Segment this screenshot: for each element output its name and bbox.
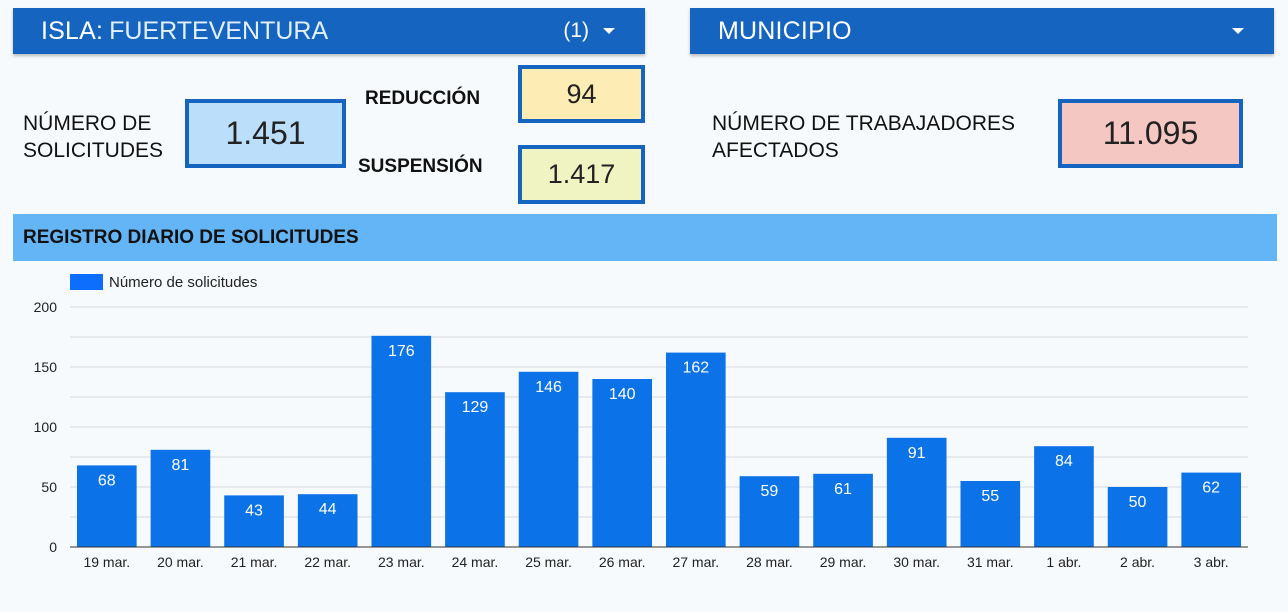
x-tick-label: 27 mar.	[672, 554, 719, 570]
isla-filter-value: FUERTEVENTURA	[109, 16, 329, 45]
solicitudes-value: 1.451	[225, 115, 306, 151]
y-tick-label: 200	[34, 299, 58, 315]
trabajadores-label-line2: AFECTADOS	[712, 139, 839, 162]
municipio-filter-dropdown[interactable]: MUNICIPIO	[690, 8, 1274, 54]
reduccion-value: 94	[566, 78, 597, 109]
bar[interactable]	[371, 335, 432, 547]
isla-filter-count: (1)	[563, 19, 589, 42]
bar[interactable]	[1107, 487, 1168, 547]
bar[interactable]	[150, 449, 211, 547]
bar-value-label: 146	[535, 379, 562, 396]
bar-value-label: 84	[1055, 453, 1073, 470]
solicitudes-label-line2: SOLICITUDES	[23, 139, 164, 162]
bar-value-label: 129	[462, 399, 489, 416]
suspension-label: SUSPENSIÓN	[358, 156, 483, 177]
bar[interactable]	[1034, 446, 1094, 547]
isla-filter-dropdown[interactable]: ISLA: FUERTEVENTURA (1)	[13, 8, 645, 54]
x-tick-label: 23 mar.	[378, 554, 425, 570]
trabajadores-value: 11.095	[1102, 115, 1199, 151]
x-tick-label: 3 abr.	[1194, 554, 1229, 570]
bar[interactable]	[76, 465, 137, 547]
bar-value-label: 61	[834, 481, 852, 498]
trabajadores-label-line1: NÚMERO DE TRABAJADORES	[712, 112, 1015, 135]
y-tick-label: 100	[34, 419, 58, 435]
bar-value-label: 55	[981, 488, 999, 505]
bar[interactable]	[592, 379, 653, 547]
bar[interactable]	[739, 476, 800, 547]
trabajadores-value-box: 11.095	[1058, 99, 1243, 168]
legend-swatch	[70, 274, 103, 290]
y-tick-label: 150	[34, 359, 58, 375]
bar-value-label: 91	[908, 445, 926, 462]
bar[interactable]	[297, 494, 358, 547]
bar[interactable]	[665, 352, 726, 547]
solicitudes-label: NÚMERO DE SOLICITUDES	[23, 110, 163, 164]
x-tick-label: 26 mar.	[599, 554, 646, 570]
x-tick-label: 25 mar.	[525, 554, 572, 570]
y-tick-label: 50	[41, 479, 57, 495]
bar-value-label: 140	[609, 386, 636, 403]
x-tick-label: 22 mar.	[304, 554, 351, 570]
suspension-value: 1.417	[547, 159, 616, 189]
bar[interactable]	[960, 481, 1021, 547]
x-tick-label: 19 mar.	[83, 554, 130, 570]
reduccion-label: REDUCCIÓN	[365, 88, 481, 109]
bar[interactable]	[1181, 472, 1242, 547]
solicitudes-label-line1: NÚMERO DE	[23, 112, 152, 135]
section-title: REGISTRO DIARIO DE SOLICITUDES	[23, 226, 359, 248]
y-tick-label: 0	[49, 539, 57, 555]
x-tick-label: 28 mar.	[746, 554, 793, 570]
x-tick-label: 21 mar.	[231, 554, 278, 570]
trabajadores-label: NÚMERO DE TRABAJADORES AFECTADOS	[712, 110, 1015, 164]
bar-value-label: 59	[761, 483, 779, 500]
bar-value-label: 68	[98, 472, 116, 489]
bar-value-label: 50	[1129, 494, 1147, 511]
bar-value-label: 176	[388, 343, 415, 360]
bar-value-label: 62	[1202, 480, 1220, 497]
chevron-down-icon[interactable]	[1232, 28, 1244, 34]
isla-filter-label: ISLA:	[41, 16, 104, 45]
x-tick-label: 2 abr.	[1120, 554, 1155, 570]
chart-legend: Número de solicitudes	[70, 274, 257, 291]
suspension-value-box: 1.417	[518, 145, 645, 204]
x-tick-label: 1 abr.	[1046, 554, 1081, 570]
bar-value-label: 81	[172, 457, 190, 474]
x-tick-label: 29 mar.	[820, 554, 867, 570]
x-tick-label: 20 mar.	[157, 554, 204, 570]
bar[interactable]	[518, 371, 579, 547]
bar-value-label: 162	[682, 360, 709, 377]
bar[interactable]	[813, 473, 873, 547]
section-header: REGISTRO DIARIO DE SOLICITUDES	[13, 214, 1277, 261]
bar[interactable]	[886, 437, 947, 547]
bar-value-label: 43	[245, 502, 263, 519]
x-tick-label: 30 mar.	[893, 554, 940, 570]
reduccion-value-box: 94	[518, 65, 645, 123]
daily-requests-bar-chart: Número de solicitudes 0 50 100 150 200 68 81 4…	[34, 274, 1248, 570]
solicitudes-value-box: 1.451	[185, 99, 346, 168]
legend-label: Número de solicitudes	[109, 274, 257, 291]
bar[interactable]	[224, 495, 284, 547]
bar[interactable]	[445, 392, 505, 547]
x-tick-label: 24 mar.	[452, 554, 499, 570]
chevron-down-icon[interactable]	[603, 28, 615, 34]
x-tick-label: 31 mar.	[967, 554, 1014, 570]
municipio-filter-label: MUNICIPIO	[718, 16, 852, 45]
bar-value-label: 44	[319, 501, 337, 518]
